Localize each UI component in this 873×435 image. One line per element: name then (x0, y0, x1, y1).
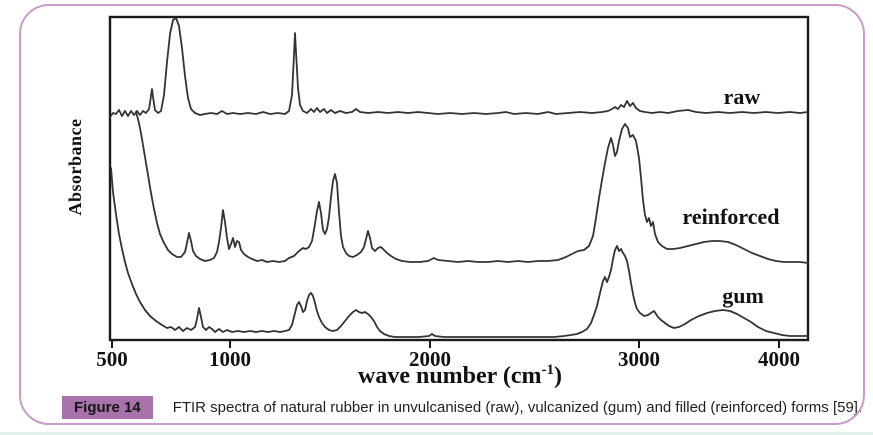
x-axis-ticks: 500 1000 2000 3000 4000 (96, 340, 800, 371)
bottom-edge-strip (0, 432, 873, 435)
x-tick-label: 500 (96, 347, 128, 371)
figure-caption-text: FTIR spectra of natural rubber in unvulc… (172, 399, 863, 416)
ftir-chart: 500 1000 2000 3000 4000 wave number (cm-1) A… (65, 15, 810, 389)
figure-caption: Figure 14 FTIR spectra of natural rubber… (62, 396, 862, 419)
series-label-reinforced: reinforced (683, 204, 780, 229)
plot-border (108, 15, 810, 342)
x-axis-label: wave number (cm-1) (358, 362, 562, 389)
series-label-gum: gum (722, 283, 764, 308)
x-tick-label: 4000 (758, 347, 800, 371)
x-tick-label: 3000 (618, 347, 660, 371)
y-axis-label: Absorbance (65, 118, 85, 215)
figure-caption-label: Figure 14 (62, 396, 153, 419)
x-tick-label: 2000 (409, 347, 451, 371)
trace-reinforced (135, 111, 809, 264)
trace-raw (109, 17, 809, 118)
x-tick-label: 1000 (209, 347, 251, 371)
series-label-raw: raw (724, 84, 761, 109)
trace-gum (110, 167, 809, 338)
